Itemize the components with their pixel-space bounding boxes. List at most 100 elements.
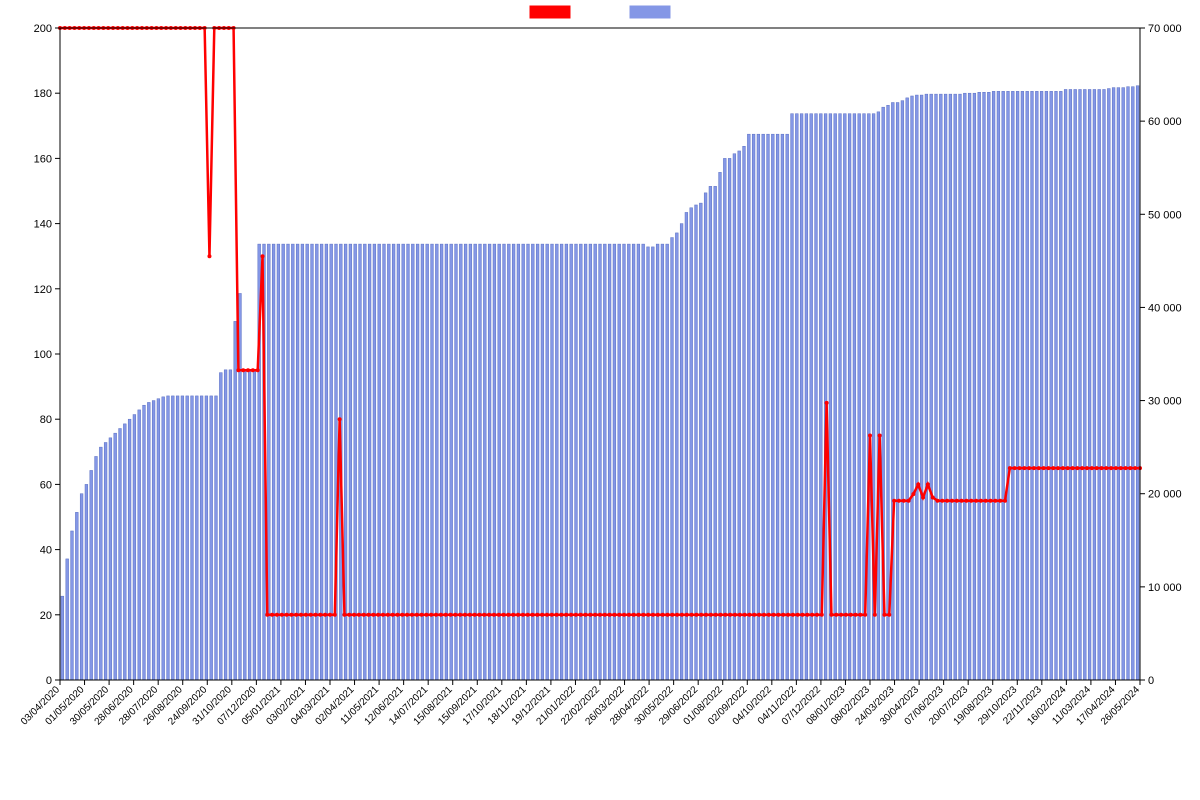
bar bbox=[743, 146, 746, 680]
y-left-tick-label: 80 bbox=[40, 414, 52, 426]
bar bbox=[95, 456, 98, 680]
bar bbox=[987, 92, 990, 680]
line-marker bbox=[945, 499, 949, 503]
bar bbox=[1059, 91, 1062, 680]
y-left-tick-label: 140 bbox=[34, 219, 52, 231]
line-marker bbox=[429, 613, 433, 617]
bar bbox=[71, 531, 74, 680]
bar bbox=[104, 442, 107, 680]
line-marker bbox=[251, 368, 255, 372]
bar bbox=[1064, 89, 1067, 680]
bar bbox=[167, 396, 170, 680]
bar bbox=[109, 438, 112, 680]
line-marker bbox=[656, 613, 660, 617]
bar bbox=[771, 134, 774, 680]
line-marker bbox=[1095, 466, 1099, 470]
line-marker bbox=[1022, 466, 1026, 470]
line-marker bbox=[338, 417, 342, 421]
line-marker bbox=[376, 613, 380, 617]
y-right-tick-label: 70 000 bbox=[1148, 23, 1182, 35]
bar bbox=[858, 114, 861, 680]
line-marker bbox=[497, 613, 501, 617]
line-marker bbox=[352, 613, 356, 617]
bar bbox=[997, 91, 1000, 680]
line-marker bbox=[675, 613, 679, 617]
bar bbox=[181, 396, 184, 680]
y-left-tick-label: 40 bbox=[40, 545, 52, 557]
line-marker bbox=[612, 613, 616, 617]
bar bbox=[843, 114, 846, 680]
line-marker bbox=[719, 613, 723, 617]
bar bbox=[229, 370, 232, 680]
bar bbox=[930, 94, 933, 680]
y-left-axis: 020406080100120140160180200 bbox=[34, 23, 60, 687]
bar bbox=[848, 114, 851, 680]
line-marker bbox=[280, 613, 284, 617]
line-marker bbox=[854, 613, 858, 617]
line-marker bbox=[1066, 466, 1070, 470]
line-marker bbox=[690, 613, 694, 617]
bar bbox=[786, 134, 789, 680]
bar bbox=[253, 370, 256, 680]
line-marker bbox=[738, 613, 742, 617]
line-marker bbox=[559, 613, 563, 617]
bar bbox=[939, 94, 942, 680]
line-marker bbox=[540, 613, 544, 617]
line-marker bbox=[815, 613, 819, 617]
line-marker bbox=[617, 613, 621, 617]
bar bbox=[791, 114, 794, 680]
line-marker bbox=[318, 613, 322, 617]
y-right-tick-label: 30 000 bbox=[1148, 396, 1182, 408]
line-marker bbox=[1099, 466, 1103, 470]
line-marker bbox=[723, 613, 727, 617]
bar bbox=[795, 114, 798, 680]
bar bbox=[963, 93, 966, 680]
bar bbox=[709, 186, 712, 680]
bar bbox=[1088, 89, 1091, 680]
line-marker bbox=[299, 613, 303, 617]
line-marker bbox=[405, 613, 409, 617]
y-left-tick-label: 120 bbox=[34, 284, 52, 296]
line-marker bbox=[391, 613, 395, 617]
line-marker bbox=[1046, 466, 1050, 470]
bar bbox=[762, 134, 765, 680]
line-marker bbox=[868, 434, 872, 438]
line-marker bbox=[714, 613, 718, 617]
bar bbox=[123, 424, 126, 680]
bar bbox=[776, 134, 779, 680]
line-marker bbox=[1085, 466, 1089, 470]
line-marker bbox=[482, 613, 486, 617]
line-marker bbox=[878, 434, 882, 438]
bar bbox=[839, 114, 842, 680]
line-marker bbox=[1124, 466, 1128, 470]
line-marker bbox=[569, 613, 573, 617]
line-marker bbox=[661, 613, 665, 617]
y-left-tick-label: 200 bbox=[34, 23, 52, 35]
y-left-tick-label: 0 bbox=[46, 675, 52, 687]
line-marker bbox=[468, 613, 472, 617]
bar bbox=[824, 114, 827, 680]
line-marker bbox=[386, 613, 390, 617]
bar bbox=[685, 212, 688, 680]
line-marker bbox=[400, 613, 404, 617]
bar bbox=[85, 484, 88, 680]
line-marker bbox=[829, 613, 833, 617]
bar bbox=[1093, 89, 1096, 680]
bars-group bbox=[61, 86, 1139, 680]
line-marker bbox=[381, 613, 385, 617]
bar bbox=[714, 186, 717, 680]
line-marker bbox=[564, 613, 568, 617]
bar bbox=[195, 396, 198, 680]
bar bbox=[1035, 91, 1038, 680]
line-marker bbox=[960, 499, 964, 503]
line-marker bbox=[950, 499, 954, 503]
line-marker bbox=[989, 499, 993, 503]
line-marker bbox=[1037, 466, 1041, 470]
bar bbox=[200, 396, 203, 680]
line-marker bbox=[323, 613, 327, 617]
line-marker bbox=[849, 613, 853, 617]
bar bbox=[176, 396, 179, 680]
line-marker bbox=[709, 613, 713, 617]
line-marker bbox=[699, 613, 703, 617]
line-marker bbox=[670, 613, 674, 617]
